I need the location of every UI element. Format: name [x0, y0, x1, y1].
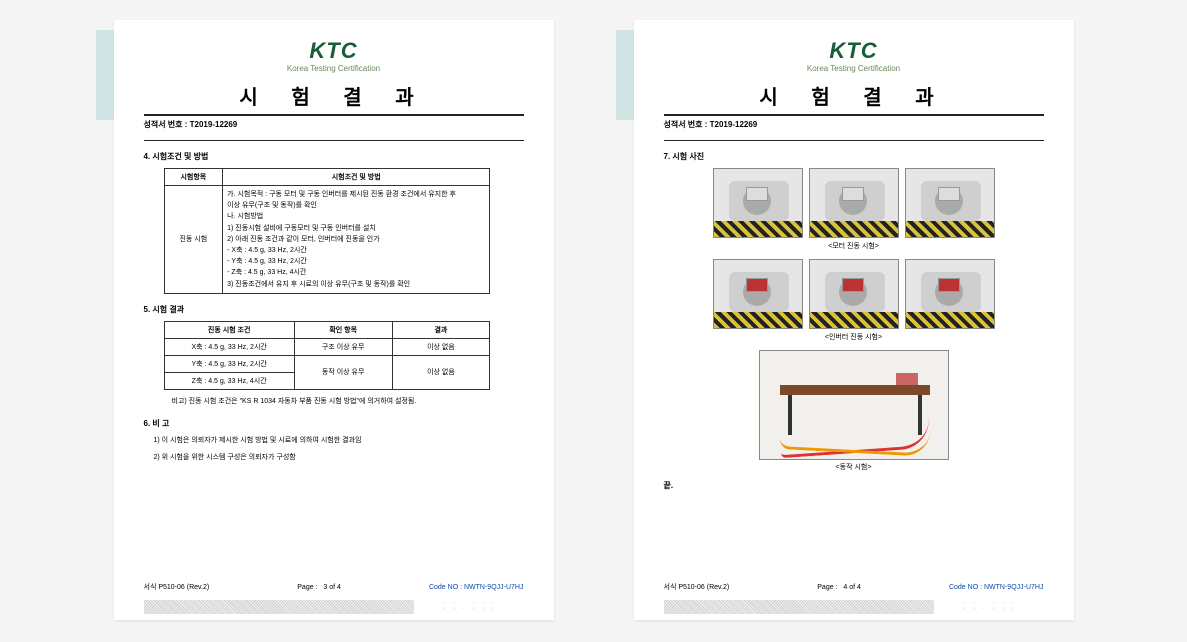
- binder-tab: [616, 30, 634, 120]
- section-6-heading: 6. 비 고: [144, 418, 524, 429]
- test-photo: [905, 168, 995, 238]
- results-table: 진동 시험 조건 확인 항목 결과 X축 : 4.5 g, 33 Hz, 2시간…: [164, 321, 491, 390]
- section-7-heading: 7. 시험 사진: [664, 151, 1044, 162]
- test-photo: [713, 259, 803, 329]
- t5-h3: 결과: [392, 321, 490, 338]
- logo-block: KTC Korea Testing Certification: [664, 38, 1044, 73]
- footer-dots: · · · · · ·· · · · · ·: [964, 600, 1044, 614]
- footer-dots: · · · · · ·· · · · · ·: [444, 600, 524, 614]
- t5-r1c1: X축 : 4.5 g, 33 Hz, 2시간: [164, 338, 294, 355]
- caption-2: <인버터 진동 시험>: [664, 332, 1044, 342]
- t4-body: 가. 시험목적 : 구동 모터 및 구동 인버터를 제시된 진동 환경 조건에서…: [223, 186, 490, 294]
- page-indicator: Page : 4 of 4: [817, 584, 861, 591]
- report-number: 성적서 번호 : T2019-12269: [144, 119, 524, 130]
- code-no: Code NO : NWTN-9QJJ-U7HJ: [429, 584, 524, 591]
- report-no-value: T2019-12269: [190, 120, 238, 129]
- t5-r3c1: Z축 : 4.5 g, 33 Hz, 4시간: [164, 372, 294, 389]
- operation-test-photo: [759, 350, 949, 460]
- rule: [664, 140, 1044, 141]
- section-5-heading: 5. 시험 결과: [144, 304, 524, 315]
- t5-r2c1: Y축 : 4.5 g, 33 Hz, 2시간: [164, 355, 294, 372]
- test-photo: [713, 168, 803, 238]
- page-footer: 서식 P510-06 (Rev.2) Page : 3 of 4 Code NO…: [144, 582, 524, 592]
- report-number: 성적서 번호 : T2019-12269: [664, 119, 1044, 130]
- rule: [664, 114, 1044, 116]
- brand-subtitle: Korea Testing Certification: [144, 64, 524, 73]
- report-page-3: KTC Korea Testing Certification 시 험 결 과 …: [114, 20, 554, 620]
- page-indicator: Page : 3 of 4: [297, 584, 341, 591]
- test-photo: [905, 259, 995, 329]
- caption-1: <모터 진동 시험>: [664, 241, 1044, 251]
- t5-res1: 이상 없음: [392, 338, 490, 355]
- binder-tab: [96, 30, 114, 120]
- document-title: 시 험 결 과: [144, 81, 524, 110]
- t5-h1: 진동 시험 조건: [164, 321, 294, 338]
- report-no-label: 성적서 번호 :: [144, 120, 190, 129]
- document-title: 시 험 결 과: [664, 81, 1044, 110]
- end-mark: 끝.: [664, 480, 1044, 491]
- note-2: 2) 위 시험을 위한 시스템 구성은 의뢰자가 구성함: [154, 452, 524, 464]
- code-no: Code NO : NWTN-9QJJ-U7HJ: [949, 584, 1044, 591]
- t4-h2: 시험조건 및 방법: [223, 169, 490, 186]
- section-4-heading: 4. 시험조건 및 방법: [144, 151, 524, 162]
- logo-block: KTC Korea Testing Certification: [144, 38, 524, 73]
- test-photo: [809, 168, 899, 238]
- brand-logo: KTC: [664, 38, 1044, 64]
- note-1: 1) 이 시험은 의뢰자가 제시한 시험 방법 및 시료에 의하여 시험한 결과…: [154, 435, 524, 447]
- caption-3: <동작 시험>: [664, 462, 1044, 472]
- brand-subtitle: Korea Testing Certification: [664, 64, 1044, 73]
- form-id: 서식 P510-06 (Rev.2): [144, 582, 210, 592]
- conditions-table: 시험항목 시험조건 및 방법 진동 시험 가. 시험목적 : 구동 모터 및 구…: [164, 168, 491, 294]
- t5-chk2: 동작 이상 유무: [294, 355, 392, 389]
- t4-h1: 시험항목: [164, 169, 223, 186]
- footer-pattern: [664, 600, 934, 614]
- t5-h2: 확인 항목: [294, 321, 392, 338]
- footer-pattern: [144, 600, 414, 614]
- rule: [144, 140, 524, 141]
- test-photo: [809, 259, 899, 329]
- t5-chk1: 구조 이상 유무: [294, 338, 392, 355]
- page-footer: 서식 P510-06 (Rev.2) Page : 4 of 4 Code NO…: [664, 582, 1044, 592]
- rule: [144, 114, 524, 116]
- photo-row-1: [664, 168, 1044, 238]
- t5-res2: 이상 없음: [392, 355, 490, 389]
- t4-rowlabel: 진동 시험: [164, 186, 223, 294]
- form-id: 서식 P510-06 (Rev.2): [664, 582, 730, 592]
- photo-row-2: [664, 259, 1044, 329]
- report-page-4: KTC Korea Testing Certification 시 험 결 과 …: [634, 20, 1074, 620]
- brand-logo: KTC: [144, 38, 524, 64]
- t5-note: 비고) 진동 시험 조건은 "KS R 1034 자동차 부품 진동 시험 방법…: [172, 396, 524, 408]
